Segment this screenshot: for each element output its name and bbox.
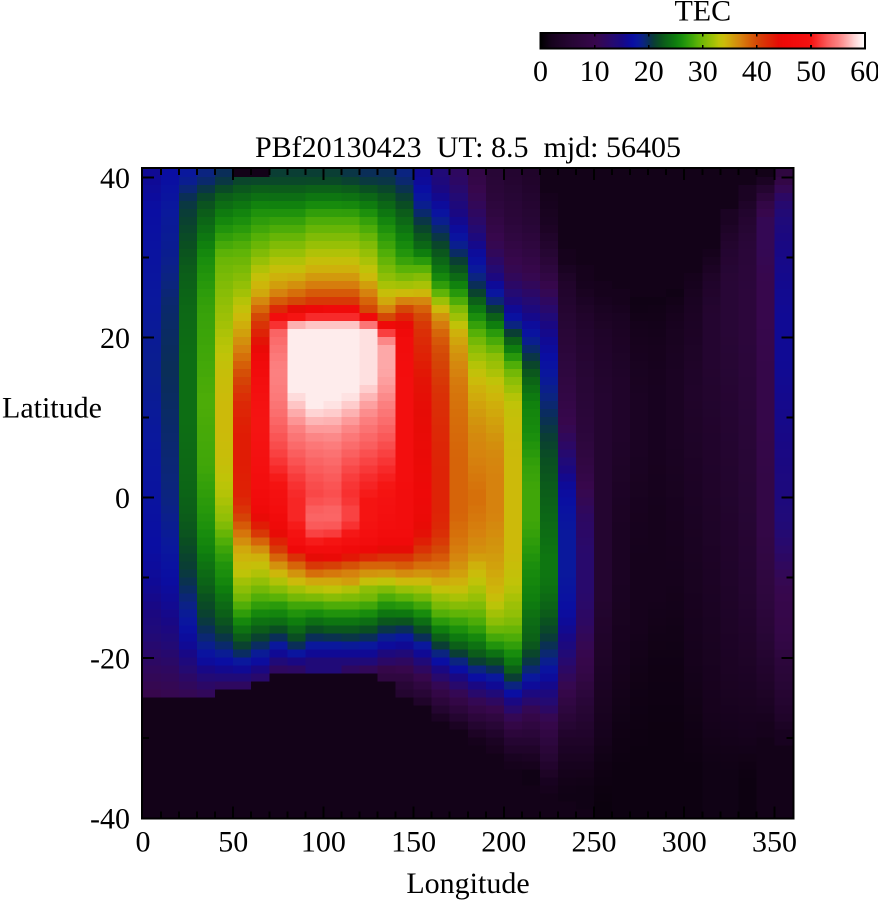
svg-text:30: 30 — [688, 55, 718, 88]
svg-text:Latitude: Latitude — [2, 392, 102, 425]
svg-text:-20: -20 — [90, 642, 130, 675]
svg-text:0: 0 — [136, 826, 151, 859]
svg-text:0: 0 — [115, 482, 130, 515]
svg-text:10: 10 — [580, 55, 610, 88]
svg-text:-40: -40 — [90, 802, 130, 835]
svg-text:20: 20 — [100, 322, 130, 355]
svg-text:100: 100 — [301, 826, 346, 859]
svg-text:200: 200 — [481, 826, 526, 859]
svg-text:40: 40 — [100, 162, 130, 195]
svg-text:40: 40 — [742, 55, 772, 88]
svg-text:Longitude: Longitude — [406, 867, 529, 900]
svg-text:PBf20130423 UT: 8.5 mjd: 564: PBf20130423 UT: 8.5 mjd: 56405 — [255, 131, 681, 164]
svg-text:300: 300 — [662, 826, 707, 859]
svg-text:20: 20 — [634, 55, 664, 88]
svg-text:350: 350 — [752, 826, 797, 859]
svg-text:50: 50 — [218, 826, 248, 859]
svg-text:60: 60 — [850, 55, 878, 88]
svg-text:250: 250 — [572, 826, 617, 859]
svg-text:150: 150 — [391, 826, 436, 859]
svg-text:50: 50 — [796, 55, 826, 88]
svg-text:0: 0 — [533, 55, 548, 88]
svg-text:TEC: TEC — [674, 0, 731, 28]
